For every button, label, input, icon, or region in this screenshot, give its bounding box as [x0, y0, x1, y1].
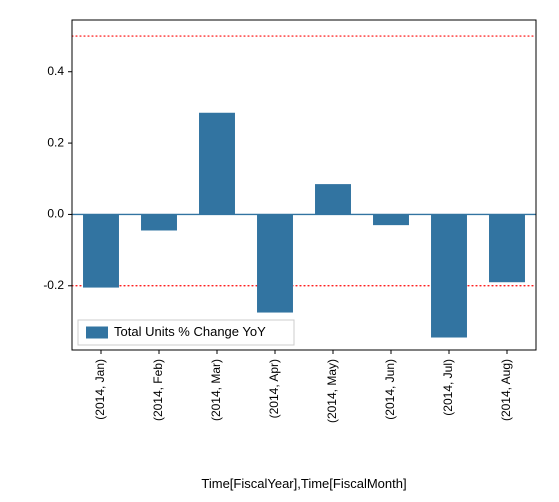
legend: Total Units % Change YoY	[78, 320, 294, 345]
x-tick-label: (2014, Jan)	[93, 359, 107, 420]
legend-swatch	[86, 327, 108, 339]
bar	[257, 214, 293, 312]
chart-container: -0.2 0.0 0.2 0.4 (2014, Jan) (2014, Feb) (2014…	[0, 0, 559, 502]
bar	[199, 113, 235, 215]
bar	[373, 214, 409, 225]
bar	[141, 214, 177, 230]
bar	[431, 214, 467, 337]
x-tick-label: (2014, Jul)	[441, 359, 455, 416]
y-tick-label: 0.4	[47, 64, 64, 78]
y-tick-label: 0.0	[47, 207, 64, 221]
x-tick-label: (2014, Mar)	[209, 359, 223, 421]
x-tick-label: (2014, May)	[325, 359, 339, 423]
bar-chart: -0.2 0.0 0.2 0.4 (2014, Jan) (2014, Feb) (2014…	[0, 0, 559, 502]
y-tick-label: -0.2	[43, 278, 64, 292]
x-tick-label: (2014, Jun)	[383, 359, 397, 420]
x-tick-label: (2014, Apr)	[267, 359, 281, 418]
bar	[83, 214, 119, 287]
x-tick-label: (2014, Aug)	[499, 359, 513, 421]
legend-label: Total Units % Change YoY	[114, 324, 266, 339]
x-axis-label: Time[FiscalYear],Time[FiscalMonth]	[201, 476, 406, 491]
y-tick-label: 0.2	[47, 135, 64, 149]
bar	[489, 214, 525, 282]
bar	[315, 184, 351, 214]
x-tick-label: (2014, Feb)	[151, 359, 165, 421]
